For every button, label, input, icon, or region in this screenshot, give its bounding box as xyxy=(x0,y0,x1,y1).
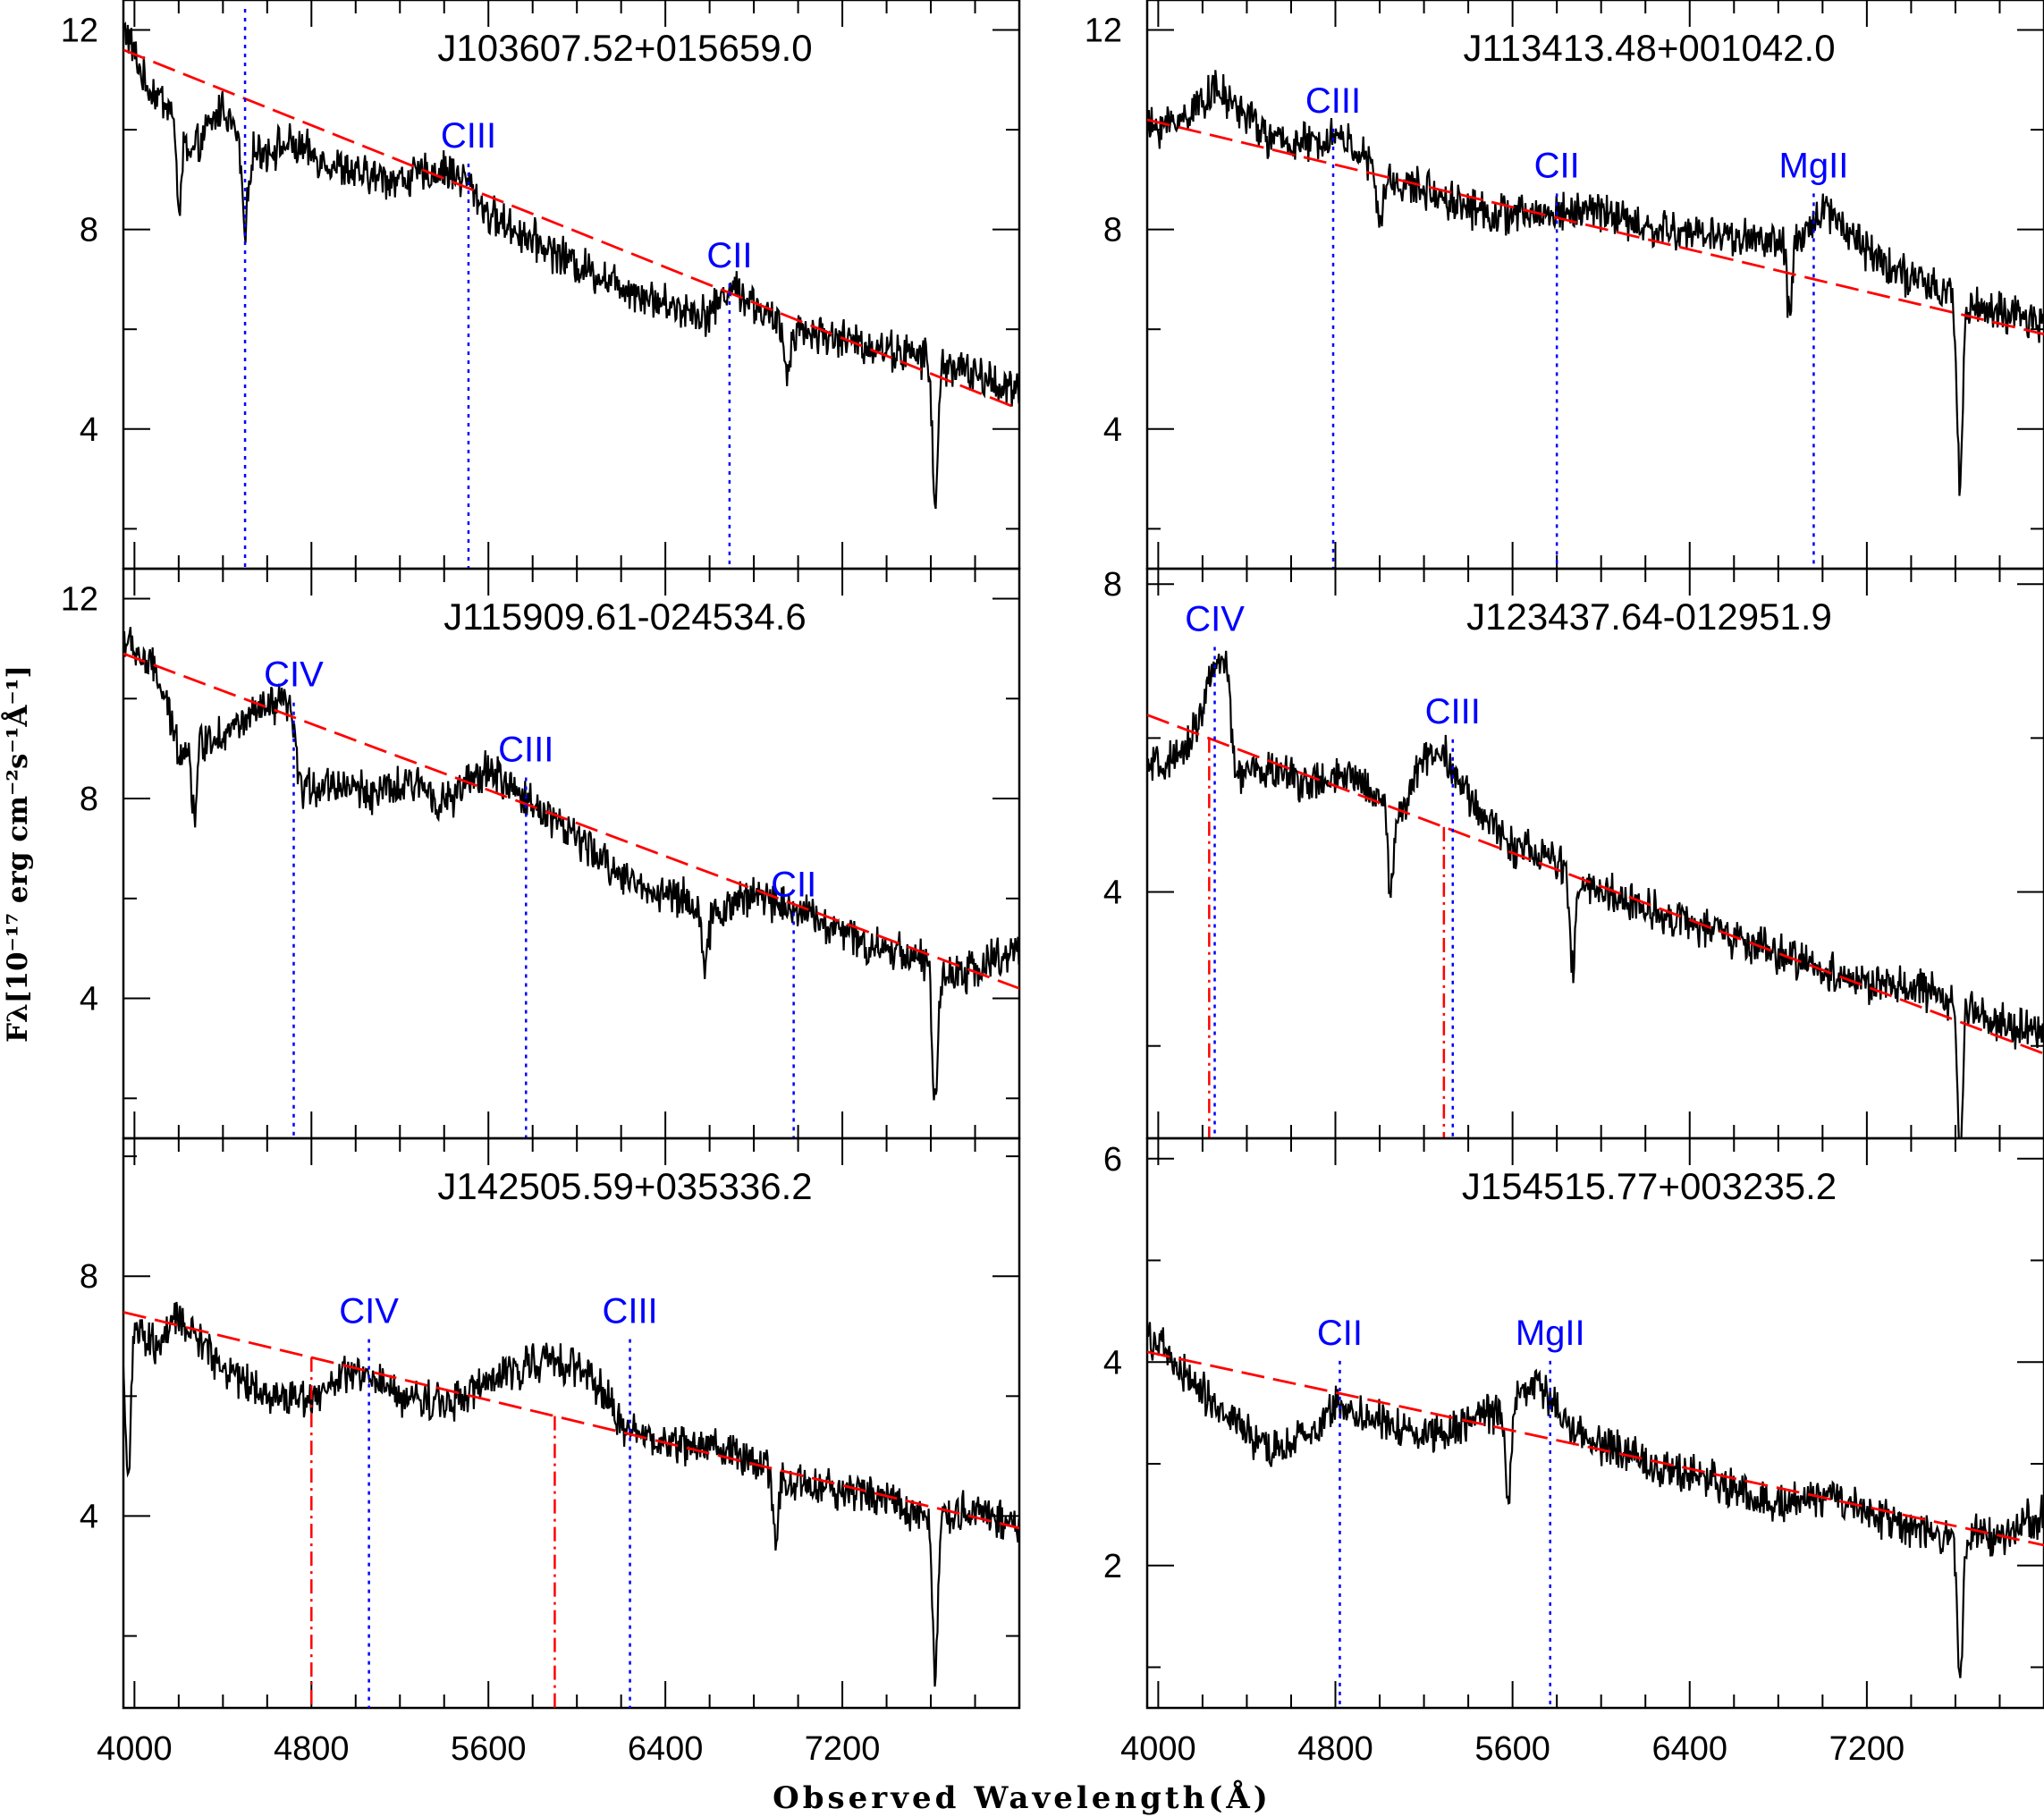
emission-line-label: CII xyxy=(1317,1314,1363,1353)
x-tick-label: 7200 xyxy=(805,1730,881,1768)
x-tick-label: 4000 xyxy=(1120,1730,1196,1768)
y-tick-label: 4 xyxy=(80,411,98,449)
emission-line-label: CIII xyxy=(1305,81,1361,121)
panel-title: J154515.77+003235.2 xyxy=(1462,1165,1837,1207)
y-tick-label: 12 xyxy=(1085,12,1122,49)
panel-title: J113413.48+001042.0 xyxy=(1463,27,1835,69)
emission-line-label: CII xyxy=(1534,146,1580,185)
spectrum-panel-2: 4 8 12 CIII CII MgII J113413.48+001042.0 xyxy=(1085,0,2044,570)
panel-frame xyxy=(1145,1137,2044,1710)
spectrum-panel-4: 4 8 CIV CIII J123437.64-012951.9 xyxy=(1103,566,2044,1140)
emission-line-label: CIV xyxy=(339,1292,399,1331)
spectrum-trace xyxy=(123,1301,1019,1687)
panel-data xyxy=(1147,1322,2044,1708)
panel-frame xyxy=(1145,567,2044,1140)
spectrum-trace xyxy=(1147,70,2044,496)
panel-data xyxy=(1147,647,2044,1138)
y-tick-label: 8 xyxy=(80,781,98,818)
emission-line-label: MgII xyxy=(1516,1314,1585,1353)
y-tick-label: 2 xyxy=(1103,1548,1122,1585)
emission-line-label: CIII xyxy=(1425,692,1481,731)
emission-line-label: MgII xyxy=(1779,146,1849,185)
y-tick-label: 8 xyxy=(1103,566,1122,604)
emission-line-label: CIV xyxy=(1185,599,1245,638)
spectrum-panel-3: 4 8 12 CIV CIII CII J115909.61-024534.6 xyxy=(61,567,1021,1140)
continuum-fit xyxy=(123,652,1019,990)
spectrum-trace xyxy=(1147,650,2044,1138)
x-tick-label: 6400 xyxy=(1651,1730,1727,1768)
continuum-fit xyxy=(1147,118,2044,336)
y-tick-label: 4 xyxy=(1103,411,1122,449)
emission-line-label: CIII xyxy=(602,1292,657,1331)
y-tick-label: 4 xyxy=(1103,875,1122,912)
y-tick-label: 4 xyxy=(1103,1344,1122,1382)
panel-data xyxy=(123,627,1019,1138)
x-tick-label: 5600 xyxy=(451,1730,527,1768)
panel-title: J142505.59+035336.2 xyxy=(437,1165,812,1207)
panel-title: J123437.64-012951.9 xyxy=(1466,596,1832,638)
emission-line-label: CII xyxy=(706,236,752,275)
y-tick-label: 4 xyxy=(80,981,98,1018)
panel-title: J115909.61-024534.6 xyxy=(443,596,807,638)
emission-line-label: CII xyxy=(771,865,816,904)
emission-line-label: CIII xyxy=(498,731,553,770)
y-tick-label: 8 xyxy=(80,1258,98,1296)
continuum-fit xyxy=(1147,1350,2044,1547)
y-axis-title: Fλ[10⁻¹⁷ erg cm⁻²s⁻¹Å⁻¹] xyxy=(0,665,34,1043)
x-tick-label: 6400 xyxy=(628,1730,704,1768)
panel-title: J103607.52+015659.0 xyxy=(437,27,812,69)
spectrum-panel-1: 4 8 12 CIV CIII CII J103607.52+015659.0 xyxy=(61,0,1021,570)
panel-frame xyxy=(122,567,1021,1140)
x-tick-label: 7200 xyxy=(1829,1730,1905,1768)
y-tick-label: 8 xyxy=(80,212,98,249)
panel-data xyxy=(123,9,1019,569)
y-tick-label: 12 xyxy=(61,581,98,619)
spectrum-panel-5: 4 8 4000 4800 5600 6400 7200 CIV CIII J142505.59+… xyxy=(80,1137,1021,1768)
panel-data xyxy=(1147,70,2044,569)
spectrum-trace xyxy=(123,21,1019,510)
continuum-fit xyxy=(123,1311,1019,1530)
spectrum-trace xyxy=(123,627,1019,1101)
continuum-fit xyxy=(123,48,1019,410)
y-tick-label: 4 xyxy=(80,1498,98,1535)
y-tick-label: 6 xyxy=(1103,1141,1122,1179)
panel-grid: 4 8 12 CIV CIII CII J103607.52+015659.0 4 8 12 CII… xyxy=(61,0,2044,1768)
panel-frame xyxy=(122,1137,1021,1710)
emission-line-label: CIV xyxy=(215,0,275,1)
continuum-fit xyxy=(1147,714,2044,1055)
panel-data xyxy=(123,1301,1019,1708)
y-tick-label: 12 xyxy=(61,12,98,49)
spectrum-trace xyxy=(1147,1322,2044,1678)
x-tick-label: 4800 xyxy=(274,1730,350,1768)
x-tick-label: 5600 xyxy=(1474,1730,1550,1768)
panel-frame xyxy=(122,0,1021,570)
emission-line-label: CIII xyxy=(441,116,496,156)
x-tick-label: 4000 xyxy=(97,1730,173,1768)
spectrum-panel-6: 2 4 6 4000 4800 5600 6400 7200 CII MgII J154515.77… xyxy=(1103,1137,2044,1768)
x-tick-label: 4800 xyxy=(1297,1730,1373,1768)
emission-line-label: CIV xyxy=(264,655,324,695)
y-tick-label: 8 xyxy=(1103,212,1122,249)
x-axis-title: Observed Wavelength(Å) xyxy=(773,1779,1271,1816)
